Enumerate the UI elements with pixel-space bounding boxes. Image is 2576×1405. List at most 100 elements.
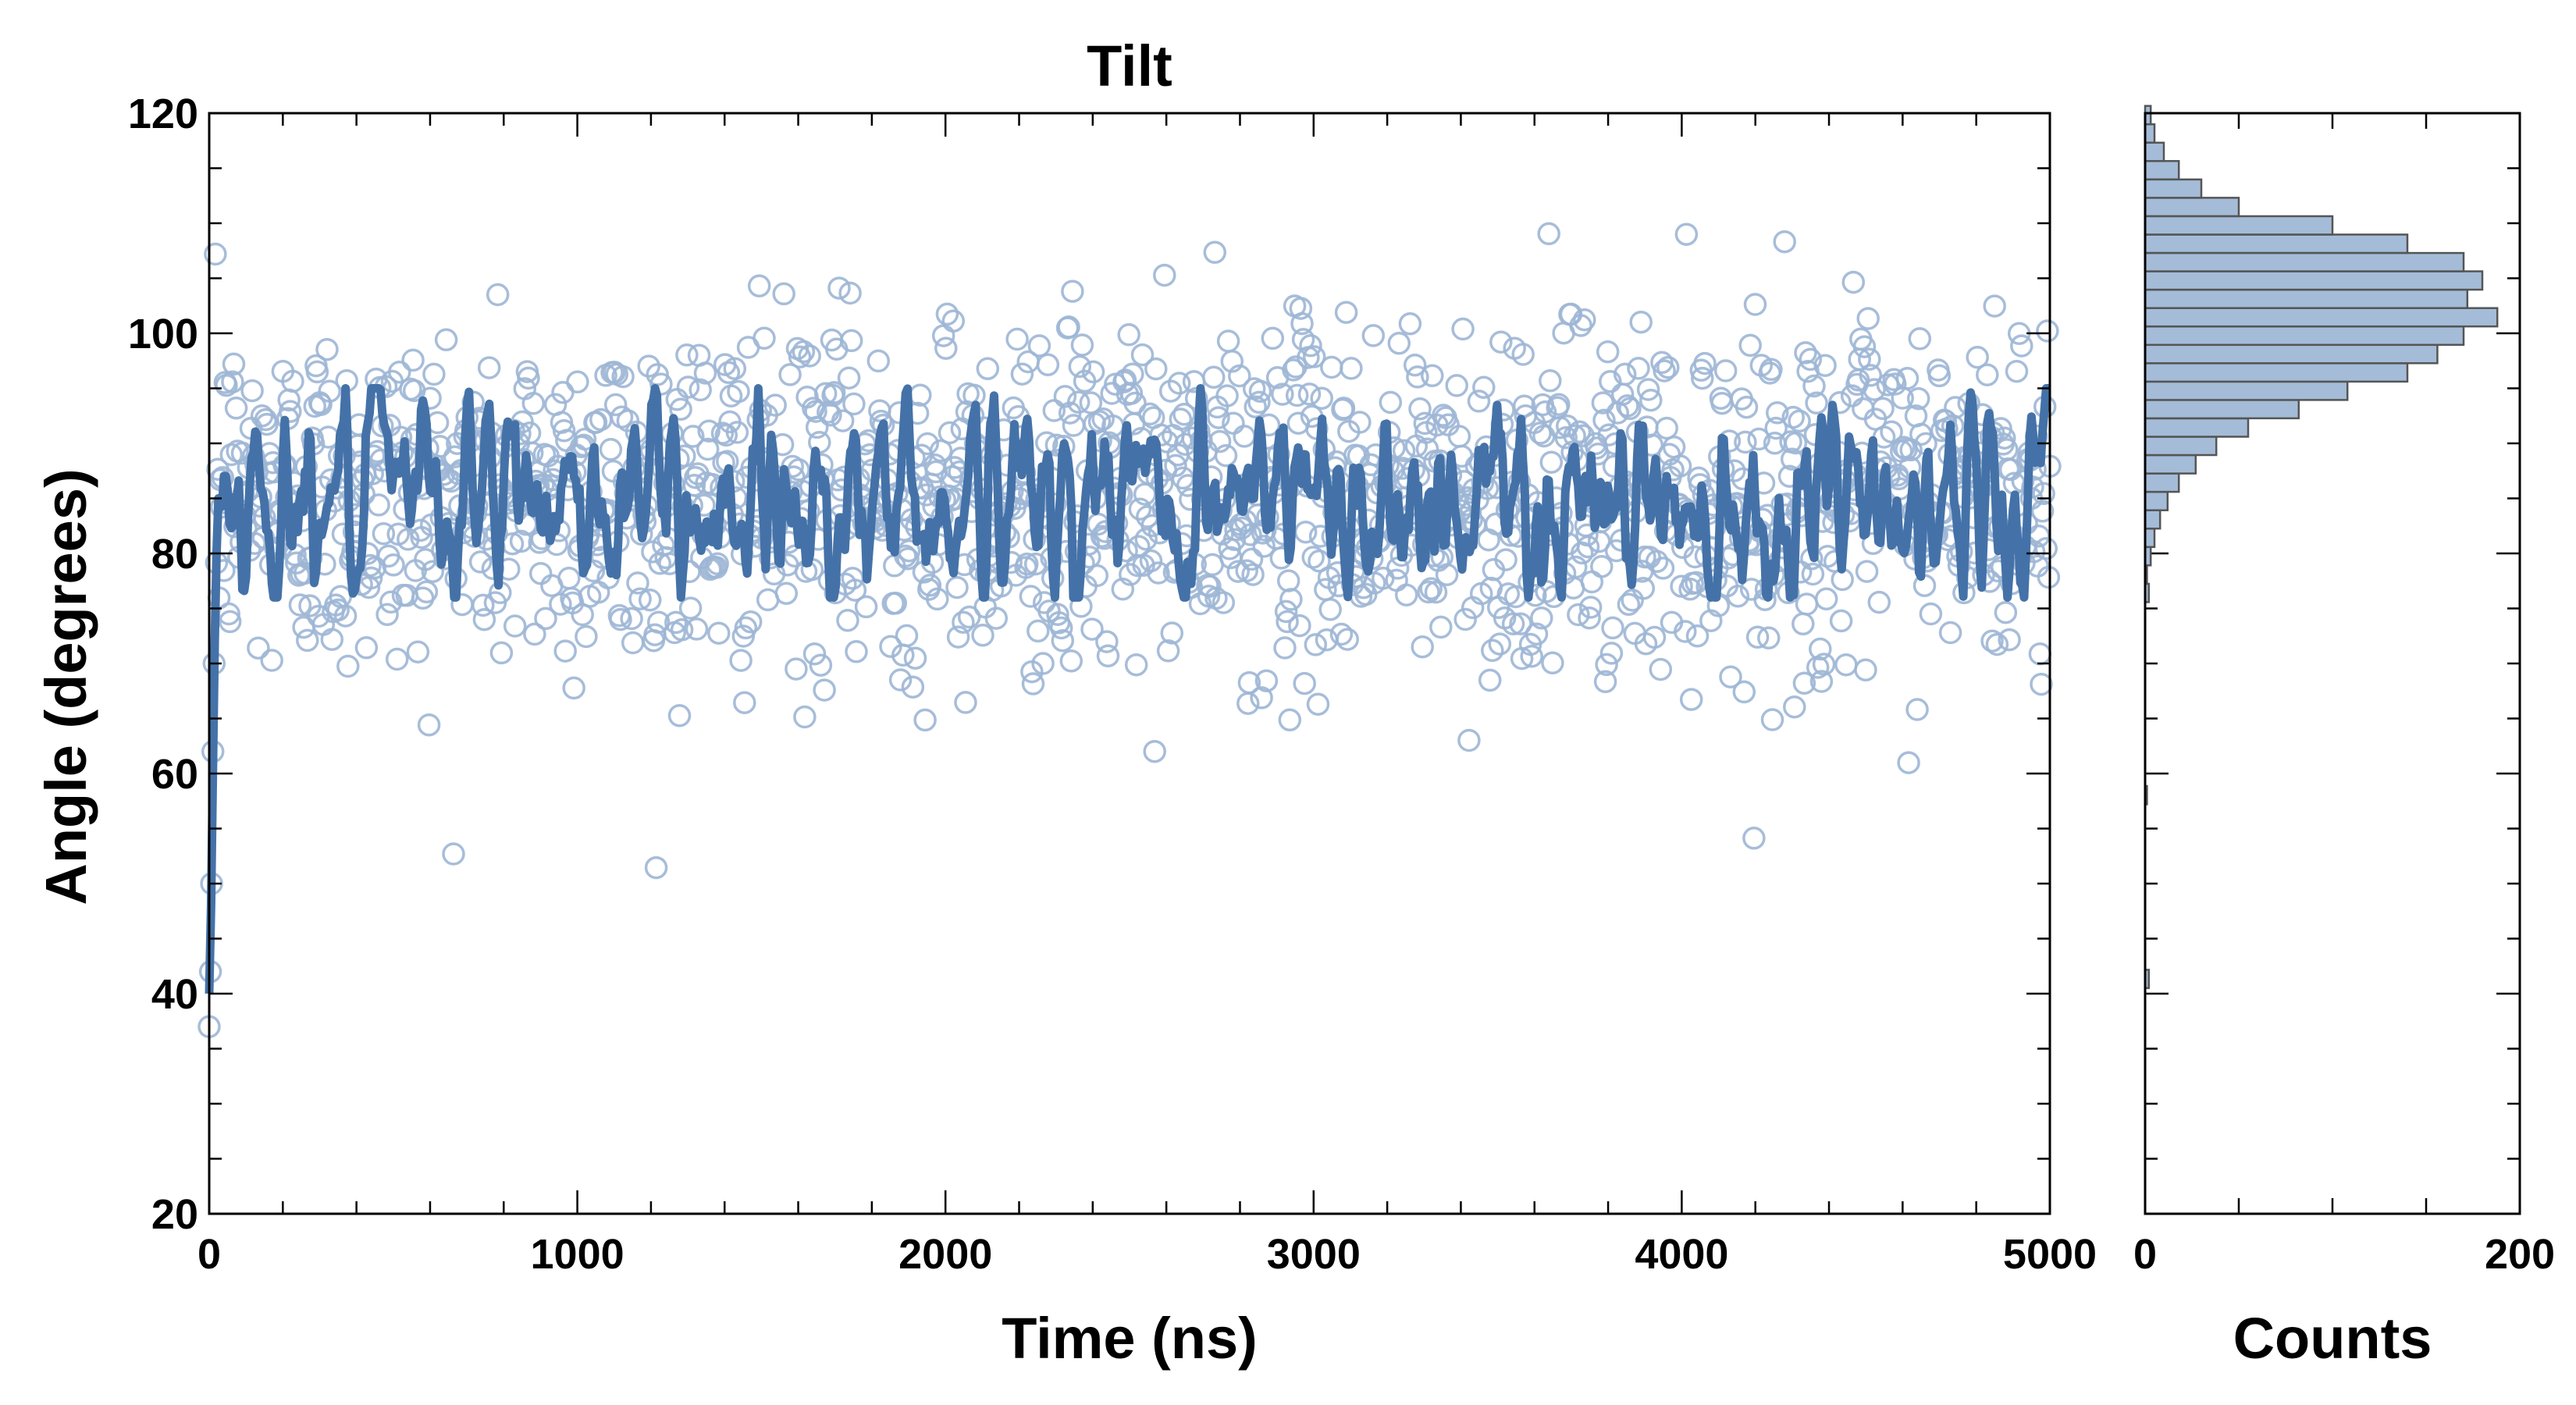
data-point: [1299, 334, 1322, 357]
data-point: [1467, 389, 1491, 413]
y-tick-label: 80: [151, 531, 198, 578]
data-point: [938, 421, 962, 445]
data-point: [1240, 547, 1264, 571]
main-axes-frame: [208, 112, 2051, 1215]
data-point: [854, 595, 878, 619]
data-point: [787, 458, 810, 482]
data-point: [1569, 314, 1592, 337]
data-point: [1214, 443, 1238, 468]
data-point: [1812, 653, 1836, 676]
x-tick-label: 2000: [898, 1231, 992, 1278]
data-point: [838, 281, 862, 305]
data-point: [1541, 651, 1564, 675]
data-point: [421, 560, 445, 583]
data-point: [1290, 311, 1314, 336]
data-point: [401, 348, 425, 372]
data-point: [802, 642, 827, 666]
data-point: [1547, 393, 1571, 416]
data-point: [934, 336, 958, 361]
histogram-bar: [2144, 160, 2180, 181]
data-point: [1394, 583, 1418, 606]
data-point: [1809, 637, 1832, 661]
histogram-bar: [2144, 233, 2409, 254]
data-point: [1282, 358, 1305, 382]
data-point: [1085, 564, 1109, 588]
data-point: [1905, 698, 1929, 721]
data-point: [685, 617, 709, 641]
data-point: [895, 624, 919, 648]
data-point: [1854, 658, 1877, 682]
data-point: [218, 610, 242, 634]
histogram-bar: [2144, 362, 2409, 383]
data-point: [1571, 424, 1595, 447]
data-point: [1015, 552, 1039, 576]
data-point: [1046, 603, 1069, 626]
data-point: [916, 432, 939, 456]
data-point: [415, 580, 439, 604]
data-point: [1386, 557, 1410, 580]
data-point: [486, 283, 510, 307]
data-point: [866, 349, 891, 373]
data-point: [1636, 378, 1660, 401]
y-tick-label: 20: [151, 1191, 198, 1238]
data-point: [372, 521, 396, 546]
data-point: [1023, 552, 1048, 576]
histogram-bar: [2144, 490, 2169, 511]
data-point: [628, 587, 652, 610]
data-point: [678, 596, 703, 620]
data-point: [842, 392, 866, 416]
data-point: [1773, 229, 1796, 254]
data-point: [1207, 406, 1230, 429]
data-point: [682, 474, 706, 497]
data-point: [1802, 374, 1826, 398]
data-point: [1747, 427, 1770, 451]
data-point: [1662, 436, 1686, 459]
data-point: [1743, 293, 1767, 316]
data-point: [520, 441, 544, 465]
data-point: [1297, 382, 1322, 406]
data-point: [1966, 345, 1989, 369]
hist-x-tick-label: 200: [2485, 1231, 2555, 1278]
data-point: [472, 607, 496, 631]
data-point: [804, 400, 827, 423]
data-point: [792, 340, 816, 364]
data-point: [954, 691, 977, 714]
data-point: [1279, 588, 1303, 611]
data-point: [1805, 391, 1828, 415]
data-point: [1226, 560, 1250, 583]
data-point: [1220, 350, 1244, 373]
data-point: [957, 605, 981, 629]
data-point: [1198, 574, 1222, 598]
data-point: [247, 636, 270, 660]
data-point: [534, 606, 557, 631]
data-point: [1645, 550, 1669, 574]
data-point: [1271, 382, 1294, 406]
data-point: [1859, 364, 1883, 387]
data-point: [681, 425, 705, 448]
data-point: [1472, 375, 1496, 400]
data-point: [1138, 402, 1162, 426]
data-point: [1453, 607, 1477, 631]
data-point: [1222, 528, 1247, 552]
data-point: [747, 274, 771, 298]
data-point: [1049, 616, 1073, 640]
data-point: [1026, 619, 1050, 643]
data-point: [1575, 523, 1599, 547]
data-point: [388, 360, 411, 384]
data-point: [2037, 565, 2061, 589]
data-point: [1639, 388, 1663, 412]
data-point: [793, 705, 817, 729]
data-point: [1592, 408, 1616, 432]
data-point: [442, 842, 465, 866]
data-point: [1424, 580, 1448, 604]
data-point: [281, 369, 304, 393]
data-point: [503, 614, 527, 638]
data-point: [809, 653, 833, 677]
y-tick-label: 40: [151, 971, 198, 1018]
data-point: [1172, 402, 1196, 426]
data-point: [354, 636, 379, 660]
data-point: [1576, 535, 1600, 559]
y-axis-title: Angle (degrees): [34, 468, 98, 905]
data-point: [1156, 639, 1180, 663]
